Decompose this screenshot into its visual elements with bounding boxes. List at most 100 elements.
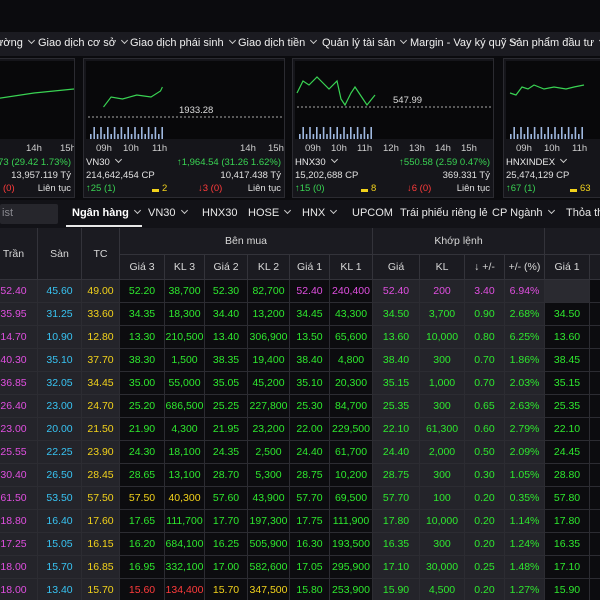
table-cell: 0.20 xyxy=(465,487,505,510)
table-cell: 15.70 xyxy=(205,579,248,600)
header-group: Bên mua xyxy=(120,228,373,255)
volume-bar xyxy=(547,127,549,139)
table-cell: 2.03% xyxy=(505,372,545,395)
table-cell: 13.30 xyxy=(120,326,165,349)
table-cell: 45.60 xyxy=(38,280,82,303)
volume-bar xyxy=(339,134,342,139)
index-change: ↑550.58 (2.59 0.47%) xyxy=(399,157,490,168)
tab[interactable]: Thỏa th xyxy=(566,207,600,219)
table-cell: 16.85 xyxy=(82,556,120,579)
nav-item[interactable]: Sản phẩm đầu tư xyxy=(509,37,600,49)
table-cell: 18.80 xyxy=(0,510,38,533)
index-volume: 25,474,129 CP xyxy=(506,170,570,181)
table-cell: 0.20 xyxy=(465,533,505,556)
volume-bar xyxy=(141,127,143,139)
time-label: 15h xyxy=(461,143,477,154)
table-cell: 22.25 xyxy=(38,441,82,464)
table-cell: 0.20 xyxy=(465,579,505,600)
table-cell: 33.60 xyxy=(82,303,120,326)
table-cell: 52.40 xyxy=(373,280,420,303)
table-cell: 57.70 xyxy=(290,487,330,510)
time-label: 14h xyxy=(240,143,256,154)
table-cell: 111,900 xyxy=(330,510,373,533)
header-cell: TC xyxy=(82,228,120,280)
tab[interactable]: Ngân hàng xyxy=(72,207,140,219)
index-card[interactable]: 14h 15h 3.73 (29.42 1.73%) 13,957.119 Tỷ (0)… xyxy=(0,58,75,198)
volume-bar xyxy=(127,127,129,139)
table-cell: 52.30 xyxy=(205,280,248,303)
index-card[interactable]: 1933.28 09h 10h 11h 14h 15h VN30 ↑1,964.54 (31.… xyxy=(83,58,285,198)
table-cell: 57.60 xyxy=(205,487,248,510)
table-cell: 16.95 xyxy=(120,556,165,579)
table-cell: 28.80 xyxy=(545,464,590,487)
table-cell: 23.00 xyxy=(0,418,38,441)
tab[interactable]: HNX xyxy=(302,207,336,219)
table-cell: 35.95 xyxy=(0,303,38,326)
time-label: 14h xyxy=(26,143,42,154)
volume-bar xyxy=(130,134,133,139)
table-cell: 17.75 xyxy=(290,510,330,533)
volume-bar xyxy=(333,134,335,139)
nav-item[interactable]: Quản lý tài sản xyxy=(322,37,406,49)
volume-bar xyxy=(574,127,577,139)
table-cell: 45,200 xyxy=(248,372,290,395)
table-cell: 505,900 xyxy=(248,533,290,556)
table-cell: 0.70 xyxy=(465,349,505,372)
table-cell: 25.20 xyxy=(120,395,165,418)
index-card[interactable]: 09h 10h 11h HNXINDEX 25,474,129 CP ↑67 (1) 63 xyxy=(503,58,600,198)
index-name[interactable]: VN30 xyxy=(86,157,121,168)
tab[interactable]: Trái phiếu riêng lẻ xyxy=(400,207,488,219)
volume-bar xyxy=(322,127,325,139)
table-cell: 0.25 xyxy=(465,556,505,579)
table-cell: 23,200 xyxy=(248,418,290,441)
table-cell: 134,400 xyxy=(165,579,205,600)
table-cell: 18.00 xyxy=(0,579,38,600)
table-cell: 16.20 xyxy=(120,533,165,556)
tab[interactable]: CP Ngành xyxy=(492,207,554,219)
volume-bar xyxy=(100,127,102,139)
index-value: 10,417.438 Tỷ xyxy=(220,170,281,181)
table-cell: 16.30 xyxy=(290,533,330,556)
table-cell: 295,900 xyxy=(330,556,373,579)
tab[interactable]: UPCOM xyxy=(352,207,393,219)
nav-item[interactable]: Giao dịch cơ sở xyxy=(38,37,127,49)
table-cell: 38,700 xyxy=(165,280,205,303)
volume-bar xyxy=(540,127,543,139)
time-label: 14h xyxy=(435,143,451,154)
index-name[interactable]: HNXINDEX xyxy=(506,157,566,168)
table-cell: 38.30 xyxy=(120,349,165,372)
nav-item[interactable]: Margin - Vay ký quỹ xyxy=(410,37,517,49)
nav-item[interactable]: Giao dịch tiền xyxy=(238,37,316,49)
table-cell: 4,300 xyxy=(165,418,205,441)
table-cell: 17.25 xyxy=(0,533,38,556)
tab[interactable]: VN30 xyxy=(148,207,187,219)
time-label: 11h xyxy=(357,143,373,154)
table-cell: 34.40 xyxy=(205,303,248,326)
table-cell: 15.80 xyxy=(290,579,330,600)
tab-bar: ist Ngân hàng VN30 HNX30 HOSE HNX UPCOM Trái p… xyxy=(0,200,600,229)
table-cell: 61.50 xyxy=(0,487,38,510)
nav-item[interactable]: ường xyxy=(0,37,34,49)
ref-icon xyxy=(152,189,159,192)
tab[interactable]: HOSE xyxy=(248,207,290,219)
table-cell: 28.45 xyxy=(82,464,120,487)
reference-label: 1933.28 xyxy=(179,105,214,116)
advances: ↑67 (1) xyxy=(506,183,536,194)
table-cell: 1.24% xyxy=(505,533,545,556)
table-cell: 30,000 xyxy=(420,556,465,579)
sparkline xyxy=(509,84,585,96)
volume-bar xyxy=(363,127,366,139)
search-box[interactable]: ist xyxy=(0,204,58,224)
index-name[interactable]: HNX30 xyxy=(295,157,337,168)
index-card[interactable]: 547.99 09h 10h 11h 12h 13h 14h 15h HNX30 ↑550.58 … xyxy=(292,58,494,198)
header-cell: KL 3 xyxy=(165,255,205,280)
volume-bar xyxy=(312,134,315,139)
header-cell: Giá 3 xyxy=(120,255,165,280)
table-cell: 34.45 xyxy=(82,372,120,395)
nav-item[interactable]: Giao dịch phái sinh xyxy=(130,37,235,49)
table-cell: 111,700 xyxy=(165,510,205,533)
tab[interactable]: HNX30 xyxy=(202,207,238,219)
volume-bar xyxy=(537,134,539,139)
table-cell: 0.35% xyxy=(505,487,545,510)
table-cell: 24.40 xyxy=(373,441,420,464)
